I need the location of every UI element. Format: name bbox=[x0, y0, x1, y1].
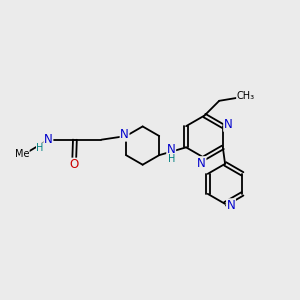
Text: N: N bbox=[226, 199, 235, 212]
Text: N: N bbox=[44, 133, 53, 146]
Text: CH₃: CH₃ bbox=[237, 92, 255, 101]
Text: Me: Me bbox=[15, 149, 29, 159]
Text: H: H bbox=[167, 154, 175, 164]
Text: H: H bbox=[37, 143, 44, 153]
Text: N: N bbox=[224, 118, 233, 131]
Text: N: N bbox=[167, 143, 176, 156]
Text: N: N bbox=[120, 128, 129, 141]
Text: O: O bbox=[69, 158, 79, 171]
Text: N: N bbox=[197, 157, 206, 170]
